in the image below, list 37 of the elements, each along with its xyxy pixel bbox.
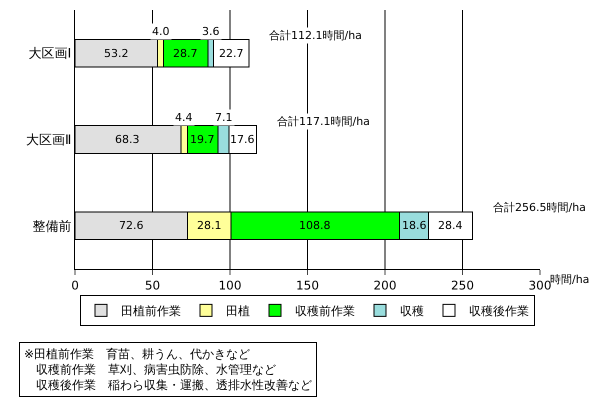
data-label: 3.6	[202, 25, 220, 38]
total-label: 合計256.5時間/ha	[493, 201, 586, 214]
x-tick-label: 50	[144, 278, 160, 292]
x-tick-label: 150	[296, 278, 319, 292]
y-tick-label: 大区画Ⅱ	[26, 133, 72, 148]
text: ※田植前作業 育苗、耕うん、代かきなど	[24, 347, 250, 361]
y-tick-label: 大区画Ⅰ	[28, 46, 72, 62]
data-label: 72.6	[119, 219, 144, 232]
text: 収穫前作業 草刈、病害虫防除、水管理など	[24, 362, 276, 377]
x-tick-label: 250	[451, 278, 474, 292]
total-label: 合計117.1時間/ha	[277, 115, 370, 128]
legend-label: 田植前作業	[121, 304, 181, 318]
data-label: 4.4	[175, 111, 192, 124]
data-label: 53.2	[104, 47, 128, 60]
x-tick-label: 300	[528, 278, 552, 292]
legend-label: 収穫	[400, 304, 424, 318]
x-tick-label: 0	[71, 278, 79, 292]
legend-label: 田植	[226, 304, 250, 318]
data-label: 28.4	[438, 219, 462, 232]
legend-label: 収穫前作業	[295, 304, 355, 318]
data-label: 7.1	[215, 111, 232, 124]
x-tick-label: 200	[374, 278, 396, 292]
data-label: 28.7	[173, 47, 198, 60]
legend-label: 収穫後作業	[469, 304, 529, 318]
data-label: 4.0	[152, 25, 170, 38]
data-label: 22.7	[219, 47, 244, 60]
x-axis-title: 時間/ha	[550, 273, 590, 286]
data-label: 28.1	[197, 219, 222, 232]
text: 収穫後作業 稲わら収集・運搬、透排水性改善など	[24, 378, 312, 392]
data-label: 108.8	[299, 219, 330, 232]
total-label: 合計112.1時間/ha	[269, 29, 362, 42]
data-label: 17.6	[230, 133, 254, 146]
data-label: 68.3	[115, 133, 140, 146]
data-label: 19.7	[190, 133, 214, 146]
y-tick-label: 整備前	[32, 219, 72, 234]
x-tick-label: 100	[218, 278, 242, 292]
data-label: 18.6	[402, 219, 426, 232]
